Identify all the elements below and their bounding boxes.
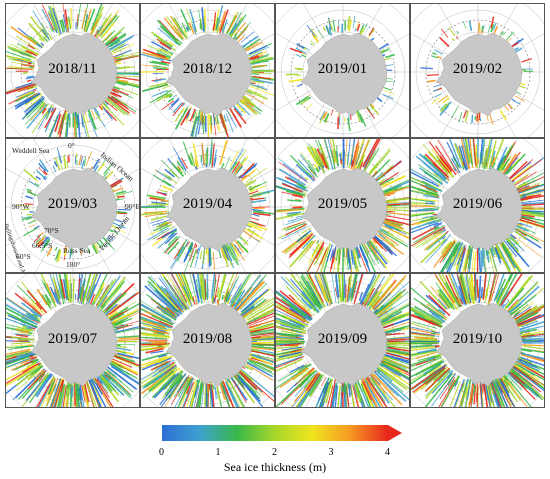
panel-date: 2019/08 [182, 331, 233, 347]
map-panel: 2019/04 [140, 138, 275, 273]
antarctica-land [300, 32, 388, 117]
antarctica-land [30, 302, 118, 387]
antarctica-land [435, 32, 523, 117]
panel-date: 2018/12 [182, 61, 233, 77]
map-panel: 2019/07 [5, 273, 140, 408]
antarctica-map [141, 4, 274, 137]
panel-date: 2019/04 [182, 196, 233, 212]
latitude-66-5s-label: 66.5°S [32, 241, 53, 250]
panel-date: 2018/11 [48, 61, 97, 77]
colorbar-tick: 3 [328, 447, 334, 458]
antarctica-land [165, 32, 253, 117]
colorbar-tick: 0 [159, 447, 164, 458]
longitude-180-label: 180° [66, 260, 81, 269]
antarctica-land [30, 167, 118, 252]
map-panel: 2019/02 [410, 3, 545, 138]
latitude-60s-label: 60°S [16, 252, 31, 261]
panel-date: 2019/09 [317, 331, 368, 347]
antarctica-map [276, 274, 409, 407]
panel-date: 2019/10 [452, 331, 503, 347]
antarctica-land [300, 302, 388, 387]
antarctica-land [300, 167, 388, 252]
antarctica-land [165, 167, 253, 252]
antarctica-map [6, 139, 139, 272]
map-panel: 2019/08 [140, 273, 275, 408]
colorbar-gradient [162, 425, 402, 441]
longitude-0-label: 0° [68, 141, 75, 150]
antarctica-map [141, 139, 274, 272]
panel-date: 2019/06 [452, 196, 503, 212]
antarctica-map [411, 139, 544, 272]
ross-sea-label: Ross Sea [63, 246, 91, 255]
panel-date: 2019/01 [317, 61, 368, 77]
colorbar-tick: 2 [272, 447, 277, 458]
colorbar [162, 425, 402, 441]
antarctica-land [435, 167, 523, 252]
map-panel: 2018/12 [140, 3, 275, 138]
map-panel: 2019/10 [410, 273, 545, 408]
colorbar-tick: 4 [385, 447, 390, 458]
antarctica-map [276, 139, 409, 272]
map-panel: 2018/11 [5, 3, 140, 138]
map-grid: 2018/11 2018/12 2019/01 2019/02 2019/03 Wedde… [5, 3, 545, 408]
longitude-90e-label: 90°E [125, 202, 140, 211]
map-panel: 2019/05 [275, 138, 410, 273]
panel-date: 2019/07 [47, 331, 98, 347]
antarctica-map [6, 274, 139, 407]
colorbar-title: Sea ice thickness (m) [223, 460, 327, 474]
weddell-sea-label: Weddell Sea [12, 146, 50, 155]
antarctica-land [165, 302, 253, 387]
longitude-90w-label: 90°W [12, 202, 30, 211]
antarctica-map [6, 4, 139, 137]
map-panel: 2019/03 Weddell Sea 0° Indian Ocean 90°E 90°W… [5, 138, 140, 273]
antarctica-land [30, 32, 118, 117]
antarctica-land [435, 302, 523, 387]
map-panel: 2019/06 [410, 138, 545, 273]
map-panel: 2019/01 [275, 3, 410, 138]
colorbar-tick: 1 [215, 447, 221, 458]
latitude-70s-label: 70°S [44, 226, 59, 235]
panel-date: 2019/03 [47, 196, 98, 212]
panel-date: 2019/05 [317, 196, 368, 212]
antarctica-map [411, 274, 544, 407]
antarctica-map [411, 4, 544, 137]
antarctica-map [276, 4, 409, 137]
antarctica-map [141, 274, 274, 407]
panel-date: 2019/02 [452, 61, 503, 77]
map-panel: 2019/09 [275, 273, 410, 408]
